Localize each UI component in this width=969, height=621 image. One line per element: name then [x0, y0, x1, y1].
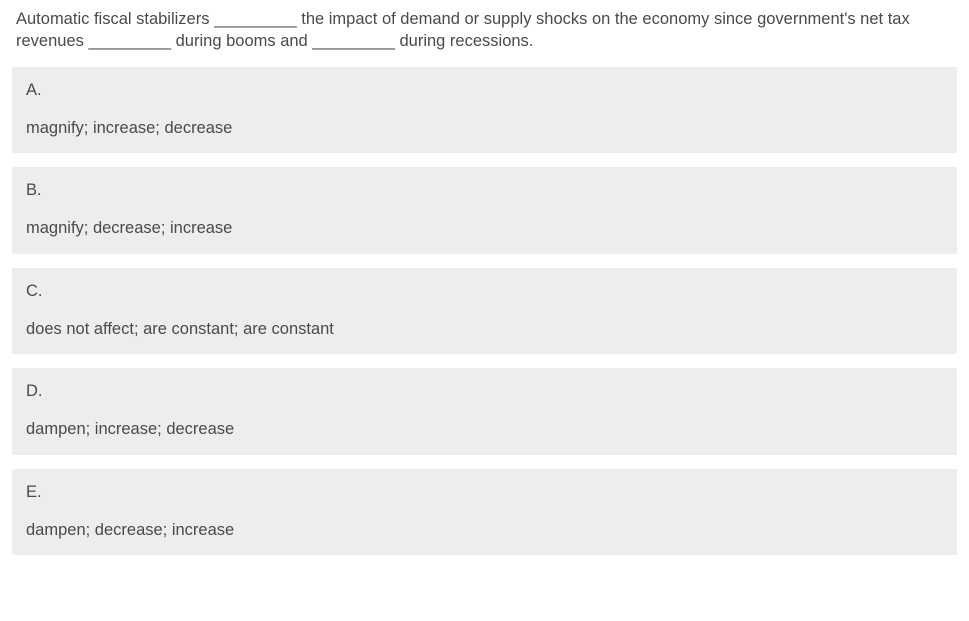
option-d[interactable]: D. dampen; increase; decrease — [12, 368, 957, 455]
options-list: A. magnify; increase; decrease B. magnif… — [12, 67, 957, 556]
option-c[interactable]: C. does not affect; are constant; are co… — [12, 268, 957, 355]
option-text: magnify; increase; decrease — [26, 117, 943, 139]
option-letter: C. — [26, 280, 943, 302]
option-b[interactable]: B. magnify; decrease; increase — [12, 167, 957, 254]
option-text: dampen; increase; decrease — [26, 418, 943, 440]
option-letter: E. — [26, 481, 943, 503]
option-letter: B. — [26, 179, 943, 201]
option-letter: D. — [26, 380, 943, 402]
option-letter: A. — [26, 79, 943, 101]
question-text: Automatic fiscal stabilizers _________ t… — [16, 8, 956, 53]
option-text: dampen; decrease; increase — [26, 519, 943, 541]
option-a[interactable]: A. magnify; increase; decrease — [12, 67, 957, 154]
option-text: magnify; decrease; increase — [26, 217, 943, 239]
option-e[interactable]: E. dampen; decrease; increase — [12, 469, 957, 556]
option-text: does not affect; are constant; are const… — [26, 318, 943, 340]
quiz-wrapper: Automatic fiscal stabilizers _________ t… — [0, 0, 969, 573]
